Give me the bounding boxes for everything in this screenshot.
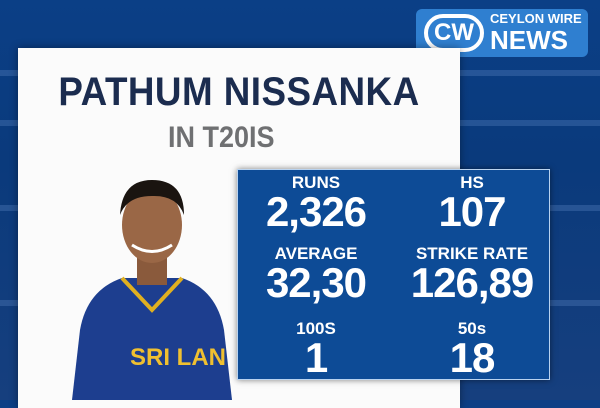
player-name: PATHUM NISSANKA [58,70,420,114]
stats-box: RUNS 2,326 HS 107 AVERAGE 32,30 STRIKE R… [237,169,550,380]
stat-hs: HS 107 [394,173,550,235]
logo-line2: NEWS [490,25,568,55]
stat-label: AVERAGE [274,244,358,263]
stat-label: 100S [296,319,336,338]
stat-label: RUNS [291,173,341,192]
stat-value: 2,326 [265,188,367,235]
format-subtitle: IN T20IS [168,121,275,154]
stat-value: 1 [304,334,328,381]
stat-label: STRIKE RATE [415,244,529,263]
logo-line1: CEYLON WIRE [490,11,582,26]
stat-50s: 50s 18 [394,319,550,381]
stat-runs: RUNS 2,326 [238,173,394,235]
stat-value: 18 [449,334,496,381]
jersey-text: SRI LAN [130,344,226,371]
stat-value: 107 [438,188,506,235]
stat-value: 126,89 [410,259,534,306]
stat-strike-rate: STRIKE RATE 126,89 [394,244,550,306]
stat-label: HS [460,173,484,192]
stat-average: AVERAGE 32,30 [238,244,394,306]
player-photo: SRI LAN [72,180,232,400]
logo-mark: CW [424,14,484,52]
stat-label: 50s [457,319,487,338]
stat-value: 32,30 [265,259,367,306]
stat-100s: 100S 1 [238,319,394,381]
